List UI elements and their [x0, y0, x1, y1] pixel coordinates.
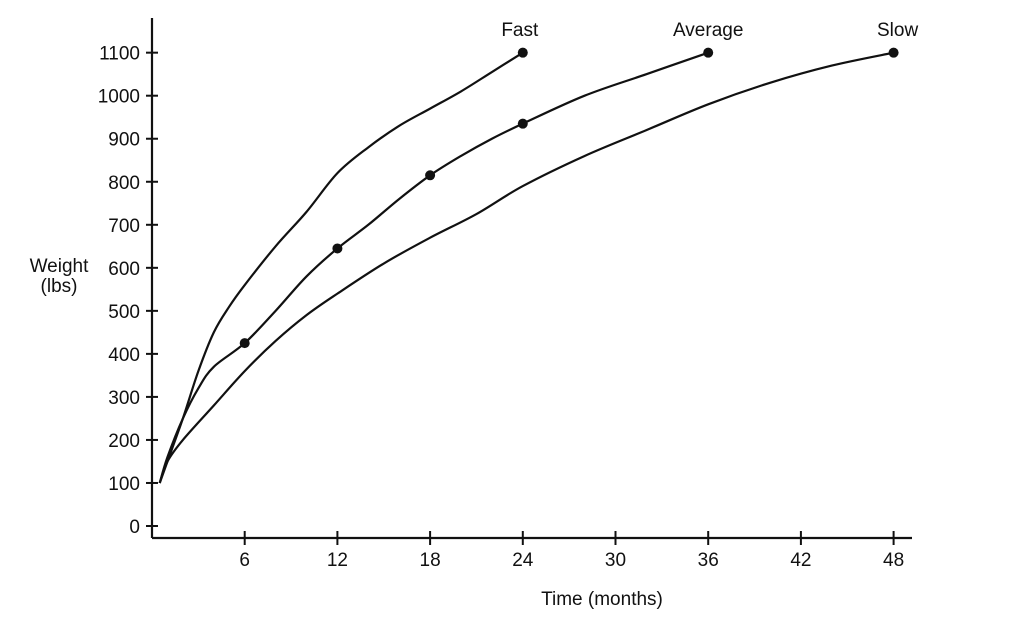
x-tick-label: 30	[605, 550, 626, 571]
x-tick-label: 48	[883, 550, 904, 571]
data-point-fast	[517, 47, 528, 58]
y-axis-title-line: Weight	[30, 256, 90, 277]
x-tick-label: 6	[239, 550, 250, 571]
series-lines	[158, 47, 899, 484]
y-tick-label: 500	[108, 302, 140, 323]
series-line-fast	[158, 51, 524, 484]
axes	[150, 18, 912, 540]
y-tick-label: 1100	[99, 44, 140, 65]
x-tick-label: 42	[790, 550, 811, 571]
series-label-fast: Fast	[501, 20, 539, 41]
x-tick-label: 12	[327, 550, 348, 571]
y-tick-label: 200	[108, 431, 140, 452]
data-point-slow	[888, 47, 899, 58]
y-tick-label: 700	[108, 216, 140, 237]
series-line-average	[158, 51, 709, 484]
y-tick-label: 0	[129, 517, 140, 538]
x-axis-title: Time (months)	[541, 589, 663, 610]
series-line-slow	[158, 51, 894, 484]
y-tick-label: 600	[108, 259, 140, 280]
series-label-slow: Slow	[877, 20, 918, 41]
series-label-average: Average	[673, 20, 743, 41]
x-tick-label: 24	[512, 550, 534, 571]
y-tick-label: 300	[108, 388, 140, 409]
y-tick-label: 800	[108, 173, 140, 194]
series-average	[158, 47, 714, 484]
data-point-average	[517, 118, 528, 129]
x-tick-label: 36	[698, 550, 719, 571]
y-tick-label: 1000	[98, 87, 140, 108]
data-point-average	[239, 338, 250, 349]
labels: 0 100 200 300 400 500 600 700 800 900 1000 1100 6 12 1…	[30, 20, 919, 610]
series-slow	[158, 47, 899, 484]
tick-marks	[146, 51, 895, 545]
y-axis-title-line: (lbs)	[41, 276, 78, 297]
data-point-average	[332, 243, 343, 254]
y-tick-label: 900	[108, 130, 140, 151]
y-tick-label: 100	[108, 474, 140, 495]
data-point-average	[703, 47, 714, 58]
y-axis-title: Weight(lbs)	[30, 256, 90, 297]
y-tick-label: 400	[108, 345, 140, 366]
x-tick-label: 18	[420, 550, 441, 571]
data-point-average	[425, 170, 436, 181]
series-fast	[158, 47, 528, 484]
